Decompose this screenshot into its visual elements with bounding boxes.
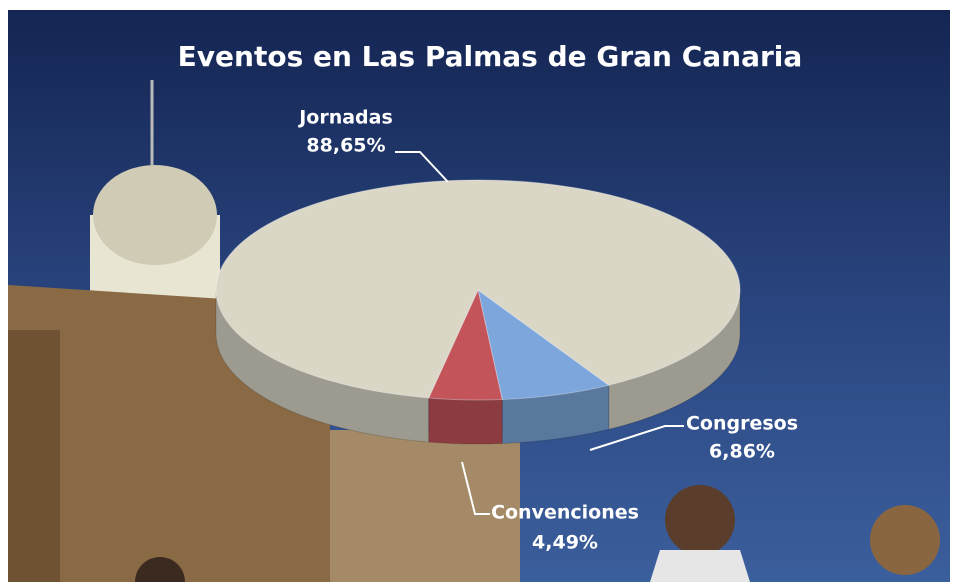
slice-label: Jornadas	[297, 107, 393, 129]
slice-label: Convenciones	[491, 502, 639, 524]
slice-side	[429, 398, 503, 444]
chart: Eventos en Las Palmas de Gran Canaria Jo…	[0, 0, 957, 582]
slice-label: Congresos	[686, 413, 798, 435]
value-label: 4,49%	[532, 532, 598, 554]
value-label: 88,65%	[306, 135, 385, 157]
value-label: 6,86%	[709, 441, 775, 463]
pie	[216, 180, 740, 444]
chart-title: Eventos en Las Palmas de Gran Canaria	[178, 40, 803, 73]
